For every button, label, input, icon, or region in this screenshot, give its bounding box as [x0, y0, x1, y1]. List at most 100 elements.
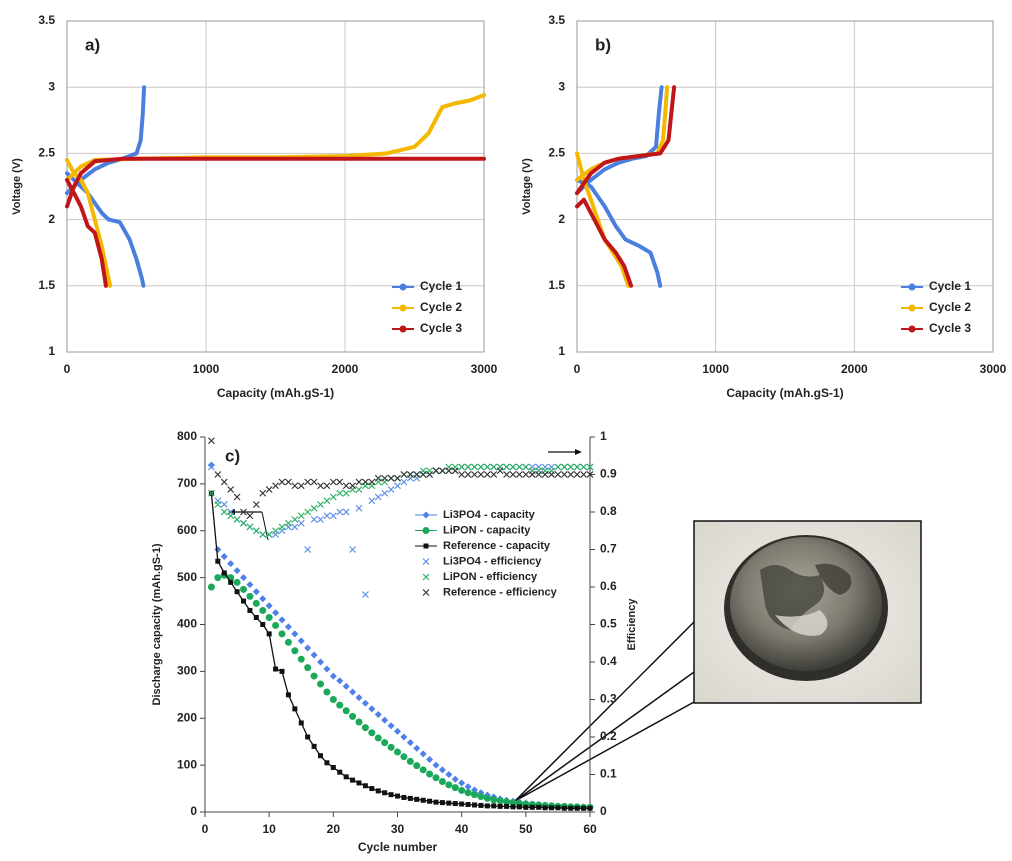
point	[445, 781, 453, 789]
arrow-head	[575, 449, 582, 455]
series-line	[65, 93, 486, 288]
point	[464, 471, 472, 478]
point	[471, 471, 478, 478]
point	[272, 621, 280, 629]
point	[438, 467, 446, 475]
point	[496, 467, 504, 475]
point	[451, 775, 459, 783]
point	[497, 803, 503, 809]
point	[227, 560, 235, 568]
point	[432, 761, 440, 769]
point	[356, 780, 362, 786]
x-tick-label: 10	[262, 822, 276, 836]
x-tick-label: 0	[64, 362, 71, 376]
point	[343, 774, 349, 780]
point	[355, 486, 363, 493]
y-tick-label: 1	[558, 344, 565, 358]
point	[297, 637, 305, 645]
point	[458, 463, 466, 471]
point	[247, 607, 253, 613]
point	[426, 770, 434, 778]
legend-label: Cycle 3	[420, 321, 462, 335]
y-tick-label: 2	[558, 212, 565, 226]
point	[265, 613, 273, 621]
point	[580, 471, 588, 478]
y-tick-label: 300	[177, 664, 197, 678]
y-tick-label: 100	[177, 757, 197, 771]
point	[207, 463, 215, 471]
point	[567, 463, 575, 471]
point	[573, 463, 581, 471]
point	[284, 478, 292, 486]
y2-tick-label: 0.5	[600, 617, 617, 631]
point	[374, 734, 382, 742]
point	[522, 471, 530, 478]
point	[554, 471, 562, 478]
point	[310, 651, 318, 659]
point	[323, 497, 331, 505]
y2-tick-label: 0.6	[600, 579, 617, 593]
x-tick-label: 20	[327, 822, 341, 836]
point	[395, 793, 400, 799]
coin-spot	[760, 565, 824, 630]
point	[324, 760, 330, 766]
point	[509, 463, 517, 471]
y2-tick-label: 1	[600, 429, 607, 443]
y-axis-label: Voltage (V)	[11, 158, 23, 215]
x-axis-label: Cycle number	[358, 840, 438, 854]
point	[464, 789, 472, 797]
point	[329, 512, 337, 520]
legend-label: Cycle 2	[929, 300, 971, 314]
point	[387, 474, 395, 482]
point	[587, 805, 593, 811]
legend-label: Li3PO4 - capacity	[443, 509, 536, 521]
point	[451, 467, 459, 475]
point	[214, 471, 222, 478]
point	[252, 501, 260, 508]
point	[311, 743, 317, 749]
y2-tick-label: 0.3	[600, 692, 617, 706]
point	[504, 803, 510, 809]
y-tick-label: 600	[177, 523, 197, 537]
point	[427, 798, 433, 804]
point	[361, 478, 369, 486]
point	[259, 489, 267, 497]
point	[329, 672, 337, 680]
point	[330, 764, 336, 770]
point	[278, 523, 286, 531]
y-tick-label: 500	[177, 570, 197, 584]
point	[323, 512, 331, 520]
legend-label: Cycle 1	[929, 279, 971, 293]
point	[336, 677, 344, 685]
point	[458, 471, 466, 478]
x-axis-label: Capacity (mAh.gS-1)	[726, 386, 843, 400]
point	[240, 519, 247, 527]
point	[419, 471, 427, 478]
point	[419, 766, 427, 774]
point	[381, 489, 389, 497]
point	[414, 796, 420, 802]
point	[369, 786, 375, 792]
point	[273, 666, 279, 672]
point	[221, 570, 227, 576]
point	[375, 788, 381, 794]
y-tick-label: 0	[190, 804, 197, 818]
point	[382, 790, 388, 796]
point	[400, 733, 408, 741]
point	[465, 802, 471, 807]
panel-label: a)	[85, 35, 100, 54]
point	[272, 527, 280, 535]
point	[317, 680, 324, 688]
point	[406, 471, 414, 478]
point	[387, 486, 395, 493]
point	[336, 701, 344, 709]
point	[252, 527, 260, 535]
point	[477, 471, 485, 478]
point	[297, 655, 305, 663]
point	[400, 471, 408, 478]
point	[278, 630, 286, 638]
point	[381, 474, 389, 482]
y-tick-label: 3	[48, 79, 55, 93]
point	[394, 482, 401, 490]
point	[298, 720, 304, 726]
